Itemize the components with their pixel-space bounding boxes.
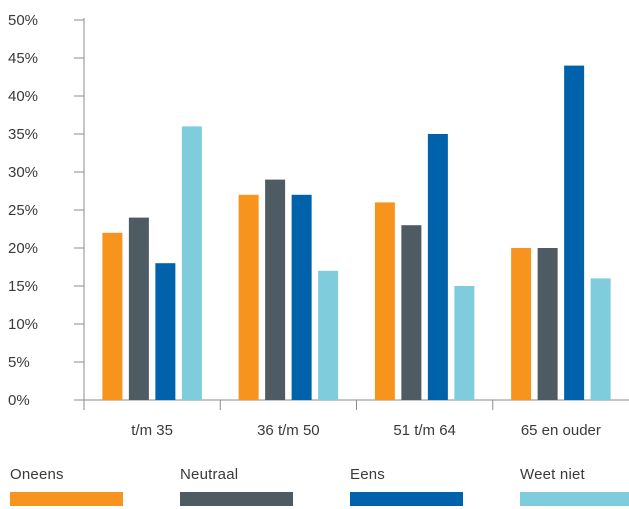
legend-item-eens: Eens [350, 465, 463, 506]
y-tick-label: 20% [8, 240, 38, 257]
legend: Oneens Neutraal Eens Weet niet [0, 465, 629, 509]
bar-neutraal [401, 225, 422, 400]
bar-weet-niet [454, 286, 475, 400]
legend-label-neutraal: Neutraal [180, 466, 239, 483]
y-tick-label: 0% [8, 392, 30, 409]
legend-item-oneens: Oneens [10, 465, 123, 506]
y-axis-ticks: 0% 5% 10% 15% 20% 25% 30% 35% 40% 45% 50% [8, 12, 84, 409]
legend-swatch-weet-niet [520, 492, 629, 506]
bar-weet-niet [590, 278, 611, 400]
legend-label-oneens: Oneens [10, 466, 64, 483]
bars [102, 65, 611, 401]
y-tick-label: 30% [8, 164, 38, 181]
bar-neutraal [537, 248, 558, 400]
y-tick-label: 10% [8, 316, 38, 333]
bar-neutraal [128, 217, 149, 400]
x-tick-label: 36 t/m 50 [257, 422, 320, 439]
bar-eens [427, 134, 448, 400]
bar-eens [155, 263, 176, 400]
legend-label-weet-niet: Weet niet [520, 466, 585, 483]
legend-swatch-eens [350, 492, 463, 506]
y-tick-label: 40% [8, 88, 38, 105]
bar-oneens [238, 194, 259, 400]
y-tick-label: 15% [8, 278, 38, 295]
y-tick-label: 45% [8, 50, 38, 67]
bar-oneens [102, 232, 123, 400]
legend-item-weet-niet: Weet niet [520, 465, 629, 506]
x-tick-label: t/m 35 [131, 422, 173, 439]
legend-label-eens: Eens [350, 466, 385, 483]
bar-weet-niet [181, 126, 202, 401]
bar-chart: 0% 5% 10% 15% 20% 25% 30% 35% 40% 45% 50% t/m 35 36… [8, 12, 629, 439]
y-tick-label: 35% [8, 126, 38, 143]
y-tick-label: 5% [8, 354, 30, 371]
bar-eens [291, 194, 312, 400]
y-tick-label: 25% [8, 202, 38, 219]
x-tick-label: 65 en ouder [521, 422, 601, 439]
legend-item-neutraal: Neutraal [180, 465, 293, 506]
bar-oneens [511, 248, 532, 400]
x-tick-label: 51 t/m 64 [393, 422, 456, 439]
x-axis-ticks: t/m 35 36 t/m 50 51 t/m 64 65 en ouder [83, 400, 601, 439]
legend-swatch-neutraal [180, 492, 293, 506]
legend-swatch-oneens [10, 492, 123, 506]
bar-weet-niet [318, 270, 339, 400]
bar-oneens [374, 202, 395, 400]
y-tick-label: 50% [8, 12, 38, 29]
bar-neutraal [265, 179, 286, 400]
bar-eens [564, 65, 585, 400]
